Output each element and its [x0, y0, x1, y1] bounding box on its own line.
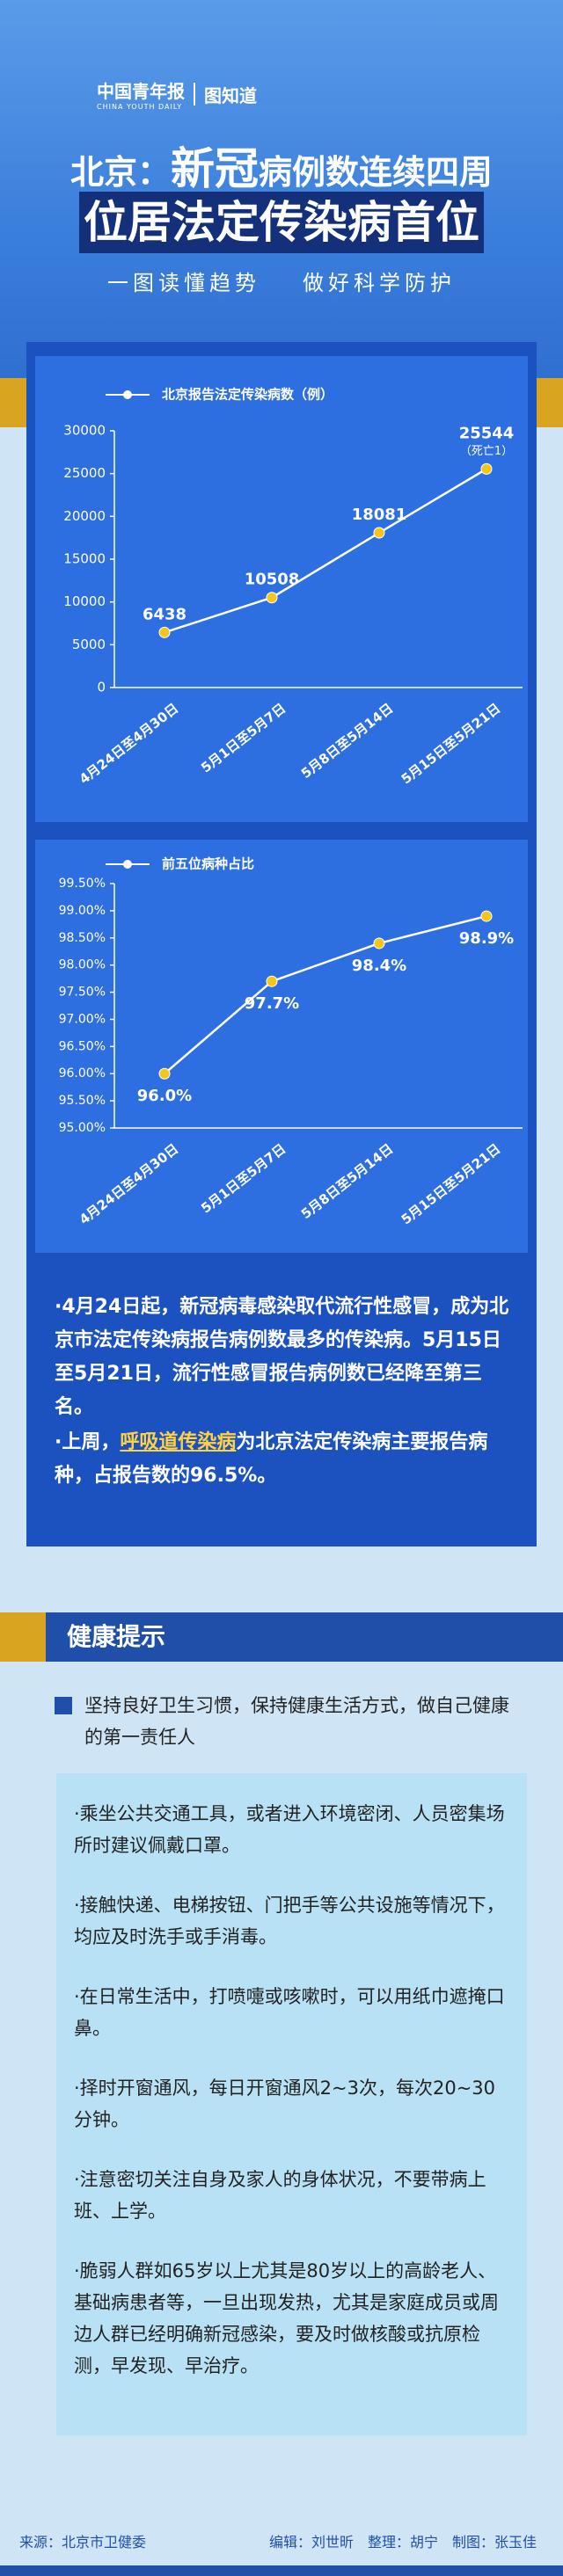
header-background — [0, 0, 563, 378]
logo: 中国青年报 CHINA YOUTH DAILY 图知道 — [97, 77, 257, 111]
data-label: 6438 — [143, 605, 186, 623]
chart-panel — [35, 840, 528, 1253]
chart-panel — [35, 356, 528, 822]
y-tick-label: 96.00% — [59, 1066, 106, 1081]
note-highlight: 呼吸道传染病 — [120, 1431, 237, 1453]
y-tick-label: 95.50% — [59, 1094, 106, 1108]
tip: ·接触快递、电梯按钮、门把手等公共设施等情况下，均应及时洗手或手消毒。 — [74, 1895, 505, 1947]
data-label: 25544 — [459, 424, 515, 442]
tip: ·在日常生活中，打喷嚏或咳嗽时，可以用纸巾遮掩口鼻。 — [74, 1986, 505, 2039]
y-tick-label: 95.00% — [59, 1121, 106, 1135]
logo-name: 中国青年报 — [97, 81, 185, 102]
tip: ·脆弱人群如65岁以上尤其是80岁以上的高龄老人、基础病患者等，一旦出现发热，尤… — [74, 2260, 499, 2376]
chart: 0 5000 10000 15000 20000 25000 30000 4月24日至4月30… — [63, 387, 523, 788]
subtitle-part: 做好科学防护 — [303, 271, 456, 295]
intro-text: 坚持良好卫生习惯，保持健康生活方式，做自己健康的第一责任人 — [84, 1695, 509, 1748]
y-tick-label: 0 — [97, 680, 106, 695]
title-emphasis: 新冠 — [171, 143, 259, 194]
y-tick-label: 98.50% — [59, 931, 106, 945]
y-tick-label: 30000 — [63, 423, 106, 439]
y-tick-label: 97.00% — [59, 1012, 106, 1026]
subtitle: 一图读懂趋势 做好科学防护 — [0, 266, 563, 296]
credit: 制图：张玉佳 — [452, 2534, 537, 2551]
section-bar — [0, 1612, 563, 1662]
y-tick-label: 96.50% — [59, 1039, 106, 1053]
logo-divider — [194, 83, 195, 106]
bullet — [55, 1697, 72, 1714]
legend-label: 北京报告法定传染病数（例） — [162, 387, 333, 403]
title-line-1: 北京：新冠病例数连续四周 — [0, 134, 563, 197]
y-tick-label: 15000 — [63, 551, 106, 567]
data-point — [373, 937, 385, 950]
data-label: 96.0% — [137, 1087, 192, 1105]
credit: 编辑：刘世昕 — [269, 2534, 355, 2551]
data-point — [266, 975, 278, 987]
data-label: 98.9% — [459, 929, 514, 948]
chart: 95.00% 95.50% 96.00% 96.50% 97.00% 97.50% 98.0… — [59, 856, 523, 1228]
data-label: 97.7% — [245, 994, 299, 1013]
credit: 整理：胡宁 — [368, 2534, 439, 2551]
note-text: ·上周， — [55, 1431, 121, 1453]
y-tick-label: 99.00% — [59, 904, 106, 918]
data-point — [480, 462, 493, 475]
x-tick-label: 5月15日至5月21日 — [398, 1141, 504, 1228]
data-point — [158, 626, 171, 638]
section-title: 健康提示 — [67, 1622, 166, 1651]
title-part: 北京： — [69, 153, 171, 192]
y-tick-label: 99.50% — [59, 877, 106, 891]
y-tick-label: 97.50% — [59, 986, 106, 1000]
y-tick-label: 25000 — [63, 465, 106, 481]
legend-marker — [123, 860, 132, 869]
logo-english: CHINA YOUTH DAILY — [97, 103, 183, 111]
source: 来源：北京市卫健委 — [19, 2534, 147, 2551]
data-point — [158, 1067, 171, 1080]
x-tick-label: 5月15日至5月21日 — [398, 701, 504, 788]
footer: 来源：北京市卫健委 编辑：刘世昕 整理：胡宁 制图：张玉佳 — [0, 2514, 563, 2564]
x-tick-label: 5月8日至5月14日 — [298, 1141, 396, 1222]
logo-text: 中国青年报 CHINA YOUTH DAILY — [97, 77, 185, 111]
tip: ·注意密切关注自身及家人的身体状况，不要带病上班、上学。 — [74, 2169, 486, 2222]
tip: ·择时开窗通风，每日开窗通风2~3次，每次20~30分钟。 — [74, 2078, 496, 2130]
data-line — [164, 914, 487, 1075]
tip: ·乘坐公共交通工具，或者进入环境密闭、人员密集场所时建议佩戴口罩。 — [74, 1803, 505, 1856]
y-tick-label: 20000 — [63, 508, 106, 524]
tips-box: ·乘坐公共交通工具，或者进入环境密闭、人员密集场所时建议佩戴口罩。 ·接触快递、… — [56, 1773, 527, 2435]
data-label: 10508 — [245, 571, 300, 589]
legend-marker — [123, 390, 132, 399]
section-accent — [0, 1612, 46, 1662]
note-text: 为北京法定传染病主要报告病种，占报告数的96.5%。 — [55, 1431, 488, 1487]
annotation: （死亡1） — [460, 445, 513, 458]
y-tick-label: 98.00% — [59, 958, 106, 972]
x-tick-label: 5月1日至5月7日 — [198, 701, 289, 776]
y-tick-label: 5000 — [72, 637, 106, 652]
data-line — [164, 468, 487, 634]
y-tick-label: 10000 — [63, 593, 106, 609]
brand: 图知道 — [204, 84, 257, 106]
stripe — [0, 378, 26, 427]
title-line-2: 位居法定传染病首位 — [79, 192, 484, 253]
subtitle-part: 一图读懂趋势 — [107, 271, 260, 295]
note: ·4月24日起，新冠病毒感染取代流行性感冒，成为北京市法定传染病报告病例数最多的… — [55, 1296, 509, 1418]
data-label: 98.4% — [352, 957, 406, 975]
data-point — [266, 592, 278, 604]
footer-line — [0, 2565, 563, 2576]
data-label: 18081 — [352, 506, 407, 524]
stripe — [537, 378, 563, 427]
x-tick-label: 4月24日至4月30日 — [77, 701, 182, 788]
data-point — [373, 527, 385, 539]
title-part: 病例数连续四周 — [259, 153, 494, 192]
legend-label: 前五位病种占比 — [162, 856, 254, 872]
x-tick-label: 4月24日至4月30日 — [77, 1141, 182, 1228]
x-tick-label: 5月8日至5月14日 — [298, 701, 396, 782]
data-point — [480, 910, 493, 922]
x-tick-label: 5月1日至5月7日 — [198, 1141, 289, 1217]
note: ·上周，呼吸道传染病为北京法定传染病主要报告病种，占报告数的96.5%。 — [55, 1426, 512, 1493]
